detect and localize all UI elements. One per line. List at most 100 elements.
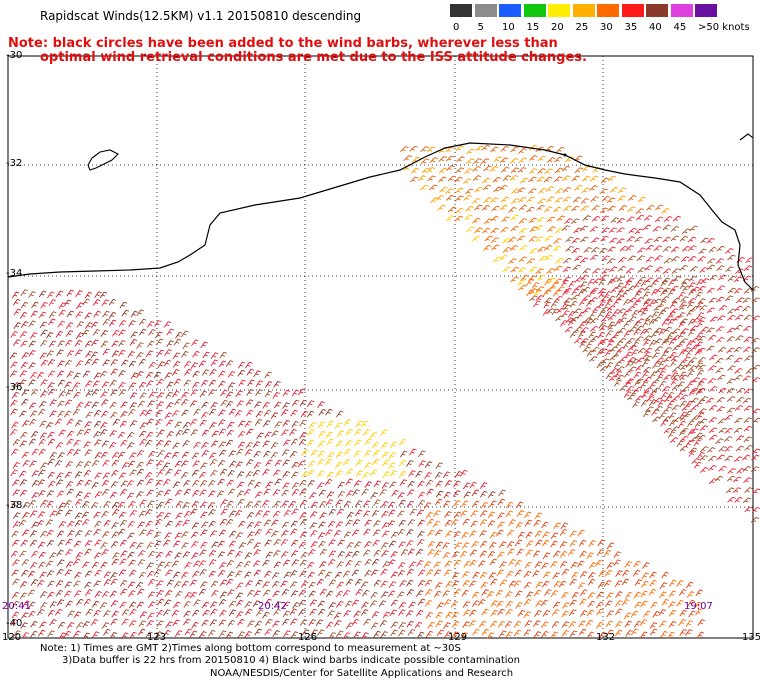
wind-barb	[208, 452, 217, 460]
wind-barb	[718, 305, 728, 311]
wind-barb	[735, 435, 745, 442]
wind-barb	[155, 338, 164, 346]
wind-barb	[671, 395, 681, 402]
wind-barb	[66, 418, 74, 426]
wind-barb	[328, 632, 337, 639]
wind-barb	[128, 590, 136, 597]
wind-barb	[9, 428, 18, 436]
wind-barb	[654, 405, 663, 412]
wind-barb	[156, 439, 164, 447]
wind-barb	[225, 360, 234, 367]
wind-barb	[673, 417, 682, 423]
wind-barb	[184, 628, 193, 636]
wind-barb	[696, 369, 705, 377]
wind-barb	[72, 382, 81, 389]
wind-barb	[417, 580, 426, 587]
wind-barb	[645, 256, 655, 263]
wind-barb	[452, 490, 461, 497]
wind-barb	[478, 599, 486, 606]
wind-barb	[697, 619, 705, 626]
wind-barb	[397, 569, 406, 577]
wind-barb	[545, 145, 554, 152]
wind-barb	[734, 324, 743, 331]
wind-barb	[72, 408, 81, 416]
wind-barb	[253, 450, 261, 458]
wind-barb	[65, 509, 73, 517]
wind-barb	[634, 601, 642, 609]
wind-barb	[166, 328, 174, 336]
wind-barb	[564, 218, 573, 225]
wind-barb	[138, 328, 147, 336]
wind-barb	[146, 321, 155, 328]
wind-barb	[246, 428, 254, 436]
wind-barb	[707, 378, 716, 384]
wind-barb	[463, 609, 471, 617]
wind-barb	[219, 518, 228, 526]
wind-barb	[511, 188, 520, 195]
wind-barb	[30, 431, 39, 438]
wind-barb	[528, 266, 538, 273]
wind-barb	[129, 402, 137, 409]
wind-barb	[218, 441, 226, 449]
wind-barb	[47, 359, 56, 366]
wind-barb	[571, 247, 580, 254]
wind-barb	[605, 372, 614, 380]
wind-barb	[736, 387, 745, 394]
wind-barb	[445, 611, 453, 619]
scale-label: 30	[600, 22, 613, 33]
wind-barb	[108, 298, 117, 306]
wind-barb	[574, 285, 583, 292]
wind-barb	[21, 398, 29, 406]
wind-barb	[554, 227, 564, 234]
wind-barb	[482, 184, 492, 191]
wind-barb	[190, 362, 199, 370]
wind-barb	[252, 469, 261, 477]
wind-barb	[291, 559, 300, 566]
wind-barb	[262, 581, 270, 588]
wind-barb	[470, 510, 479, 518]
wind-barb	[299, 619, 308, 626]
wind-barb	[472, 628, 480, 636]
wind-barb	[577, 560, 585, 568]
wind-barb	[81, 511, 90, 519]
wind-barb	[236, 481, 245, 489]
wind-barb	[373, 499, 381, 507]
wind-barb	[716, 406, 725, 413]
wind-barb	[633, 371, 642, 379]
wind-barb	[532, 570, 540, 578]
wind-barb	[455, 187, 464, 194]
wind-barb	[20, 321, 29, 328]
wind-barb	[697, 364, 707, 371]
wind-barb	[274, 478, 282, 486]
wind-barb	[696, 412, 705, 420]
wind-barb	[434, 582, 443, 589]
wind-barb	[21, 529, 30, 537]
wind-barb	[481, 177, 491, 184]
wind-barb	[100, 410, 109, 418]
wind-barb	[515, 590, 523, 598]
wind-barb	[235, 582, 244, 590]
wind-barb	[590, 237, 600, 244]
wind-barb	[117, 528, 126, 536]
wind-barb	[415, 548, 424, 556]
wind-barb	[460, 632, 469, 639]
wind-barb	[274, 459, 283, 467]
wind-barb	[237, 618, 245, 626]
wind-barb	[180, 571, 189, 579]
wind-barb	[300, 410, 309, 418]
wind-barb	[180, 460, 189, 468]
wind-barb	[679, 364, 689, 371]
wind-barb	[75, 552, 83, 559]
wind-barb	[344, 600, 353, 608]
wind-barb	[434, 498, 443, 506]
wind-barb	[84, 358, 93, 366]
wind-barb	[238, 542, 247, 549]
wind-barb	[651, 311, 660, 318]
wind-barb	[697, 434, 706, 441]
wind-barb	[582, 268, 591, 274]
wind-barb	[262, 420, 271, 427]
wind-barb	[502, 266, 511, 273]
wind-barb	[346, 541, 354, 549]
wind-barb	[48, 480, 56, 488]
wind-barb	[660, 364, 670, 371]
